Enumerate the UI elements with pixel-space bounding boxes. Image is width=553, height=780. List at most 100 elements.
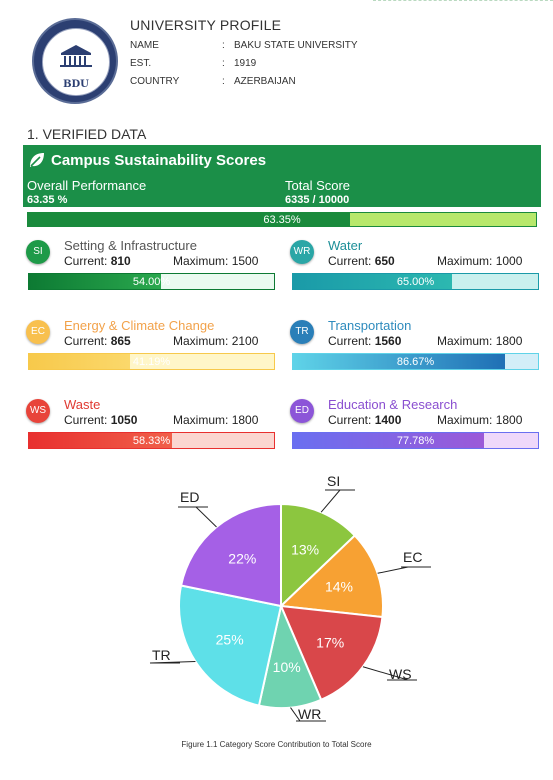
badge-ws: WS [26, 399, 50, 423]
maximum-value: 1500 [231, 254, 259, 268]
current-value: 1050 [110, 413, 138, 427]
figure-caption: Figure 1.1 Category Score Contribution t… [181, 740, 372, 749]
progress-bar-wr: 65.00% [292, 273, 539, 290]
current-label: Current: [64, 254, 108, 268]
current-label: Current: [328, 413, 372, 427]
summary-banner: Campus Sustainability Scores Overall Per… [23, 145, 541, 207]
current-score-ec: Current: 865 [64, 334, 131, 348]
progress-bar-ed: 77.78% [292, 432, 539, 449]
current-score-ed: Current: 1400 [328, 413, 401, 427]
progress-text-ws: 58.33% [132, 435, 171, 447]
badge-tr: TR [290, 320, 314, 344]
progress-text-si: 54.00% [132, 276, 171, 288]
current-score-ws: Current: 1050 [64, 413, 137, 427]
maximum-label: Maximum: [173, 334, 229, 348]
current-label: Current: [64, 334, 108, 348]
current-value: 810 [110, 254, 131, 268]
current-label: Current: [328, 254, 372, 268]
progress-text-tr: 86.67% [396, 356, 435, 368]
profile-row-country: COUNTRY: AZERBAIJAN [130, 76, 296, 87]
total-value: 6335 / 10000 [285, 194, 350, 206]
maximum-value: 1000 [495, 254, 523, 268]
pie-label-tr: TR [152, 647, 171, 663]
progress-bar-ws: 58.33% [28, 432, 275, 449]
progress-bar-tr: 86.67% [292, 353, 539, 370]
profile-value: BAKU STATE UNIVERSITY [234, 40, 358, 51]
pie-slice-ec [278, 534, 384, 619]
maximum-score-si: Maximum: 1500 [173, 254, 258, 268]
category-name-ws: Waste [64, 397, 101, 412]
overall-value: 63.35 % [27, 194, 68, 206]
current-value: 865 [110, 334, 131, 348]
profile-value: AZERBAIJAN [234, 76, 296, 87]
profile-key: EST. [130, 58, 152, 69]
pie-percent-ec: 14% [325, 578, 353, 594]
category-name-ec: Energy & Climate Change [64, 318, 215, 333]
maximum-label: Maximum: [437, 334, 493, 348]
section-title: 1. VERIFIED DATA [27, 126, 147, 142]
pie-slice-ed [179, 502, 282, 608]
pie-leader-ed [195, 506, 217, 528]
maximum-score-tr: Maximum: 1800 [437, 334, 522, 348]
pie-label-ec: EC [403, 549, 422, 565]
badge-ed: ED [290, 399, 314, 423]
overall-label: Overall Performance [27, 178, 147, 193]
profile-title: UNIVERSITY PROFILE [130, 17, 282, 33]
progress-fill-tr [293, 354, 506, 369]
maximum-label: Maximum: [173, 254, 229, 268]
progress-fill-ws [29, 433, 172, 448]
profile-key: COUNTRY [130, 76, 180, 87]
summary-title: Campus Sustainability Scores [51, 152, 267, 169]
pie-label-ed: ED [180, 489, 199, 505]
current-value: 1400 [374, 413, 402, 427]
maximum-label: Maximum: [437, 413, 493, 427]
maximum-value: 1800 [231, 413, 259, 427]
building-icon [60, 45, 92, 67]
maximum-score-ed: Maximum: 1800 [437, 413, 522, 427]
progress-fill-ed [293, 433, 484, 448]
pie-percent-ws: 17% [316, 634, 344, 650]
current-label: Current: [328, 334, 372, 348]
category-name-ed: Education & Research [328, 397, 458, 412]
current-label: Current: [64, 413, 108, 427]
progress-fill-wr [293, 274, 453, 289]
category-pie-chart: 13% SI 14% EC 17% WS 10% WR 25% TR 22% ED [149, 473, 431, 722]
progress-text-wr: 65.00% [396, 276, 435, 288]
maximum-score-wr: Maximum: 1000 [437, 254, 522, 268]
overall-progress-fill [28, 213, 350, 226]
current-score-si: Current: 810 [64, 254, 131, 268]
logo-emblem: BDU [42, 28, 110, 96]
pie-leader-ws [362, 666, 409, 681]
total-label: Total Score [285, 178, 351, 193]
maximum-score-ws: Maximum: 1800 [173, 413, 258, 427]
badge-ec: EC [26, 320, 50, 344]
current-score-tr: Current: 1560 [328, 334, 401, 348]
pie-label-si: SI [327, 473, 340, 489]
progress-bar-ec: 41.19% [28, 353, 275, 370]
maximum-label: Maximum: [173, 413, 229, 427]
profile-sep: : [222, 58, 225, 69]
pie-slice-tr [178, 584, 283, 707]
profile-sep: : [222, 40, 225, 51]
current-score-wr: Current: 650 [328, 254, 395, 268]
maximum-value: 1800 [495, 334, 523, 348]
current-value: 1560 [374, 334, 402, 348]
university-logo: BDU [32, 18, 118, 104]
category-name-wr: Water [328, 238, 363, 253]
leaf-icon [30, 153, 44, 167]
maximum-value: 2100 [231, 334, 259, 348]
pie-percent-ed: 22% [228, 551, 256, 567]
overall-progress-text: 63.35% [263, 214, 301, 226]
profile-row-name: NAME: BAKU STATE UNIVERSITY [130, 40, 358, 51]
profile-value: 1919 [234, 58, 257, 69]
badge-wr: WR [290, 240, 314, 264]
top-border-line [373, 0, 553, 3]
pie-slice-ws [279, 604, 384, 702]
category-name-tr: Transportation [328, 318, 412, 333]
pie-label-ws: WS [389, 666, 412, 682]
pie-leader-ec [377, 566, 409, 574]
pie-label-wr: WR [298, 706, 321, 722]
maximum-value: 1800 [495, 413, 523, 427]
progress-text-ec: 41.19% [132, 356, 171, 368]
pie-percent-tr: 25% [216, 631, 244, 647]
